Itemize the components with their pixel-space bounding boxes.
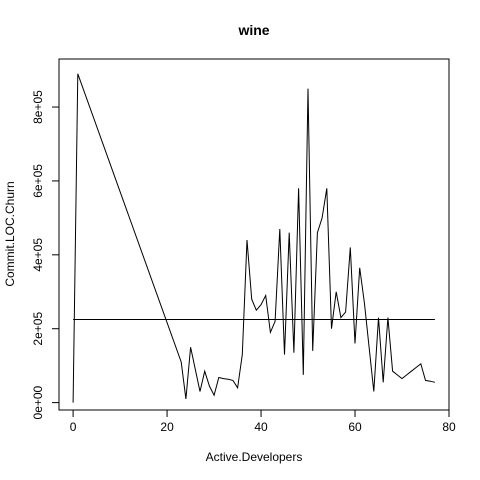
x-tick-label: 60	[348, 420, 362, 434]
series-line	[72, 73, 436, 403]
x-tick-label: 20	[160, 420, 174, 434]
y-axis: 0e+00 2e+05 4e+05 6e+05 8e+05	[31, 90, 60, 419]
y-tick-label: 8e+05	[31, 90, 45, 124]
y-tick-label: 0e+00	[31, 385, 45, 419]
x-tick-label: 80	[442, 420, 456, 434]
y-tick-label: 6e+05	[31, 164, 45, 198]
x-tick-label: 40	[254, 420, 268, 434]
x-axis: 0 20 40 60 80	[70, 409, 456, 434]
plot-frame	[58, 58, 450, 411]
data-layer	[72, 73, 436, 403]
y-tick-label: 4e+05	[31, 238, 45, 272]
y-tick-label: 2e+05	[31, 312, 45, 346]
y-axis-label: Commit.LOC.Churn	[3, 181, 17, 286]
x-tick-label: 0	[70, 420, 77, 434]
chart-title: wine	[237, 22, 269, 38]
x-axis-label: Active.Developers	[206, 450, 303, 464]
